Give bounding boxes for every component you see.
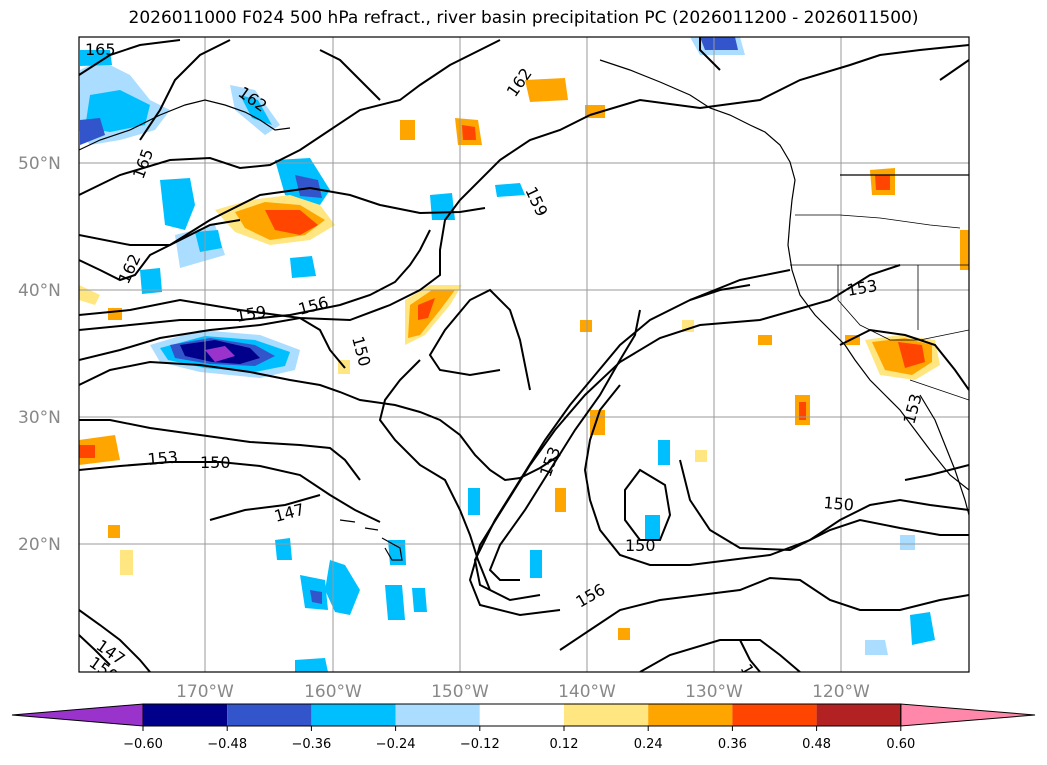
colorbar-arrow-left [11,703,144,727]
anomaly-region [530,550,542,578]
lat-label-40n: 40°N [18,281,61,301]
colorbar-tick-label: −0.24 [376,737,416,752]
colorbar-segment [143,704,228,726]
anomaly-region [325,560,360,615]
colorbar-tick-label: 0.12 [550,737,579,752]
lon-label-140w: 140°W [558,682,616,702]
anomaly-region [695,450,707,462]
anomaly-region [205,346,235,362]
latitude-labels: 50°N 40°N 30°N 20°N [18,154,61,555]
anomaly-region [275,538,292,560]
anomaly-region [80,50,112,66]
colorbar-segment [816,704,901,726]
anomaly-region [910,612,935,645]
anomaly-region [195,230,222,252]
anomaly-region [645,515,660,540]
lon-label-150w: 150°W [431,682,489,702]
anomaly-region [758,335,772,345]
anomaly-region [80,118,105,145]
colorbar-segment [648,704,733,726]
colorbar-segment [227,704,312,726]
anomaly-region [900,535,915,550]
anomaly-region [240,95,272,125]
anomaly-region [525,78,568,102]
anomaly-region [140,268,162,294]
colorbar-tick-label: 0.48 [802,737,831,752]
colorbar-tick-label: 0.36 [718,737,747,752]
colorbar-segment [564,704,649,726]
anomaly-region [658,440,670,465]
colorbar-tick-label: −0.12 [460,737,500,752]
anomaly-region [385,585,405,620]
lon-label-160w: 160°W [304,682,362,702]
colorbar-arrow-right [900,703,1036,727]
anomaly-region [412,588,427,612]
colorbar-segment [732,704,817,726]
anomaly-region [79,445,95,458]
anomaly-region [618,628,630,640]
contour-label: 150 [200,453,231,472]
anomaly-region [865,640,888,655]
anomaly-region [295,175,322,198]
contour-label: 165 [85,40,116,59]
anomaly-region [462,125,476,140]
anomaly-region [290,256,316,278]
anomaly-region [580,320,592,332]
colorbar-tick-label: −0.60 [123,737,163,752]
anomaly-region [160,178,195,230]
anomaly-region [418,298,435,320]
colorbar-segment [311,704,396,726]
anomaly-region [400,120,415,140]
anomaly-region [555,488,566,512]
lat-label-20n: 20°N [18,535,61,555]
lon-label-170w: 170°W [176,682,234,702]
anomaly-region [108,525,120,538]
anomaly-region [799,402,806,420]
anomaly-region [265,210,318,235]
lat-label-30n: 30°N [18,408,61,428]
colorbar-tick-label: −0.36 [291,737,331,752]
anomaly-region [960,230,969,270]
anomaly-region [85,90,150,132]
contour-label: 150 [625,536,656,555]
colorbar-tick-label: 0.24 [634,737,663,752]
anomaly-region [700,37,738,50]
longitude-labels: 170°W 160°W 150°W 140°W 130°W 120°W [176,682,870,702]
anomaly-region [120,550,133,575]
lon-label-130w: 130°W [685,682,743,702]
colorbar-segment [395,704,480,726]
contour-label: 15 [737,661,764,688]
anomaly-region [295,658,328,672]
anomaly-region [875,175,890,190]
map-title: 2026011000 F024 500 hPa refract., river … [128,8,919,28]
anomaly-region [468,488,480,515]
height-contours [79,37,969,672]
colorbar: −0.60 −0.48 −0.36 −0.24 −0.12 0.12 0.24 0.36 0.4… [11,703,1036,752]
lat-label-50n: 50°N [18,154,61,174]
anomaly-region [310,590,322,604]
plot-frame [78,36,970,673]
anomaly-region [495,183,525,197]
colorbar-tick-label: 0.60 [886,737,915,752]
shaded-anomalies [79,37,969,672]
anomaly-region [108,308,122,320]
anomaly-region [898,342,925,368]
contour-label: 153 [147,447,179,469]
contour-label: 150 [823,493,855,515]
coastlines [79,59,969,561]
colorbar-segment [479,704,564,726]
lon-label-120w: 120°W [812,682,870,702]
colorbar-outline [142,703,902,727]
anomaly-region [408,290,455,338]
anomaly-region [430,193,455,220]
colorbar-tick-label: −0.48 [207,737,247,752]
